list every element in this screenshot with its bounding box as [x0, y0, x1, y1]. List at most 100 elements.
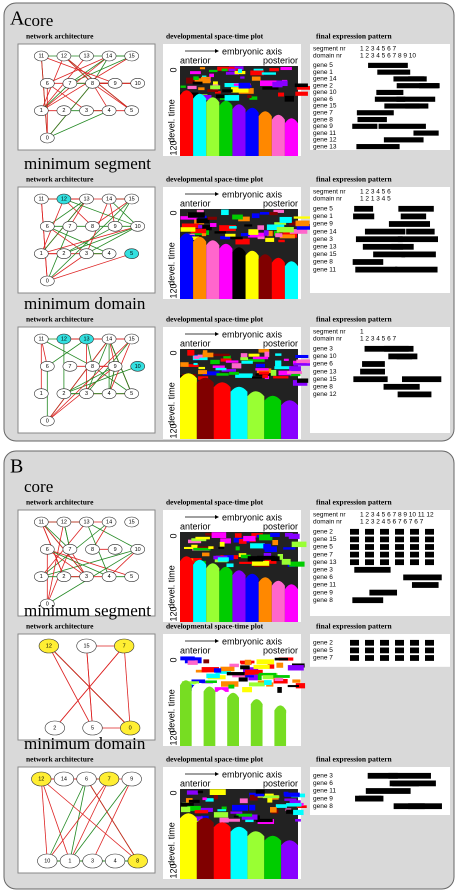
- plot-noise: [288, 533, 300, 539]
- node-label: 4: [108, 391, 111, 397]
- plot-noise: [263, 230, 269, 236]
- network-node: [44, 720, 65, 736]
- plot-noise: [241, 360, 253, 364]
- expression-bar: [396, 353, 418, 360]
- node-label: 14: [61, 776, 67, 782]
- expression-bar: [396, 83, 439, 89]
- plot-noise: [198, 225, 203, 229]
- plot-noise: [240, 357, 249, 361]
- plot-stripe: [247, 831, 265, 879]
- plot-noise: [217, 557, 229, 562]
- plot-noise: [187, 805, 201, 812]
- expression-bar: [391, 243, 414, 250]
- plot-noise: [262, 673, 278, 680]
- plot-noise: [267, 664, 275, 669]
- plot-noise: [225, 360, 239, 363]
- network-node: [124, 105, 139, 116]
- node-label: 14: [106, 53, 112, 59]
- plot-noise: [283, 791, 289, 796]
- node-label: 7: [123, 643, 126, 649]
- network-node: [56, 105, 72, 116]
- plot-noise: [244, 224, 253, 227]
- network-edge: [47, 253, 132, 282]
- plot-noise: [264, 559, 277, 564]
- panel-label: A: [10, 8, 25, 30]
- network-title: network architecture: [26, 498, 94, 507]
- network-node: [124, 248, 139, 259]
- network-node: [82, 853, 103, 869]
- plot-noise: [281, 558, 291, 565]
- expression-bar: [392, 780, 436, 787]
- expression-bar: [393, 76, 425, 82]
- gene-label: gene 9: [313, 589, 333, 596]
- node-label: 15: [129, 519, 135, 525]
- plot-noise: [214, 231, 226, 234]
- node-label: 1: [68, 858, 71, 864]
- node-label: 14: [106, 196, 112, 202]
- network-edge: [41, 83, 71, 111]
- expression-bar: [397, 391, 432, 398]
- plot-stripe: [203, 686, 216, 746]
- gene-label: gene 1: [313, 69, 333, 76]
- plot-noise: [253, 544, 262, 548]
- plot-noise: [274, 366, 291, 370]
- axis-label: embryonic axis: [222, 769, 283, 779]
- plot-noise: [276, 80, 288, 87]
- network-edge: [40, 778, 48, 862]
- plot-noise: [292, 380, 308, 386]
- plot-noise: [198, 87, 205, 91]
- plot-noise: [239, 798, 248, 804]
- plot-noise: [289, 800, 301, 805]
- gene-label: gene 15: [313, 536, 337, 543]
- plot-noise: [229, 663, 239, 668]
- network-node: [39, 78, 55, 89]
- anterior-label: anterior: [180, 198, 211, 208]
- network-node: [62, 544, 78, 555]
- plot-noise: [239, 561, 252, 564]
- plot-stripe: [258, 254, 272, 299]
- expression-bar: [395, 536, 404, 543]
- network-node: [62, 221, 78, 232]
- node-label: 9: [130, 776, 133, 782]
- gene-label: gene 12: [313, 137, 337, 144]
- expression-bar: [362, 361, 385, 367]
- plot-noise: [220, 681, 239, 687]
- expression-bar: [398, 205, 434, 212]
- plot-noise: [278, 92, 285, 97]
- node-label: 10: [44, 858, 50, 864]
- plot-title: developmental space-time plot: [166, 315, 264, 324]
- arrow-head: [215, 639, 219, 643]
- network-edge: [47, 55, 110, 84]
- gene-label: gene 10: [313, 353, 337, 360]
- node-label: 1: [40, 108, 43, 114]
- expression-bar: [350, 559, 359, 566]
- plot-noise: [279, 216, 292, 223]
- plot-noise: [266, 230, 273, 237]
- pattern-title: final expression pattern: [316, 755, 393, 764]
- expression-bar: [355, 266, 398, 273]
- expression-bar: [356, 144, 400, 150]
- plot-stripe: [215, 689, 228, 746]
- network-node: [79, 193, 94, 205]
- plot-noise: [262, 795, 280, 799]
- gene-label: gene 11: [313, 582, 336, 589]
- plot-noise: [269, 212, 278, 216]
- network-node: [33, 516, 49, 528]
- expression-bar: [380, 655, 389, 661]
- node-label: 6: [85, 776, 88, 782]
- plot-noise: [257, 555, 275, 560]
- plot-noise: [275, 804, 287, 808]
- network-node: [107, 221, 123, 232]
- network-edge: [47, 549, 87, 577]
- network-edge: [47, 548, 110, 578]
- time-start: 0: [168, 210, 178, 215]
- expression-bar: [360, 368, 385, 375]
- expression-bar: [397, 236, 438, 243]
- plot-noise: [277, 687, 282, 693]
- plot-noise: [258, 371, 269, 375]
- plot-noise: [271, 556, 280, 562]
- plot-noise: [195, 669, 208, 673]
- expression-bar: [374, 96, 406, 102]
- posterior-label: posterior: [263, 338, 298, 348]
- row-title: minimum domain: [24, 734, 146, 753]
